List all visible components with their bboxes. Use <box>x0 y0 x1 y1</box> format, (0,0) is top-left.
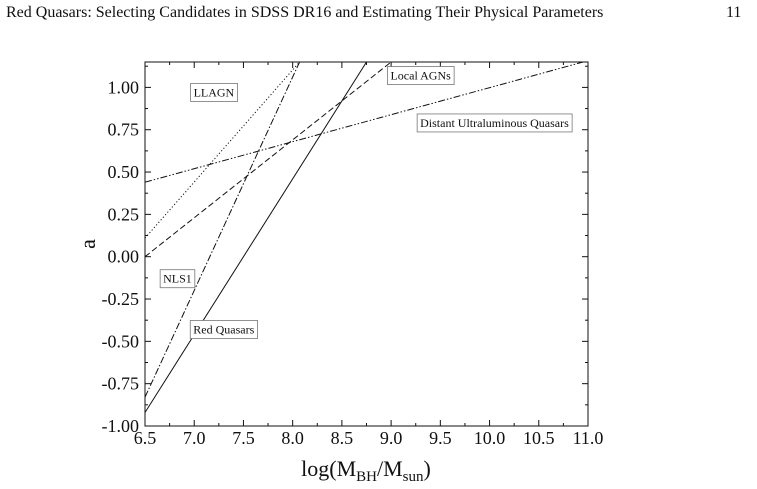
series-label-nls1: NLS1 <box>159 269 196 289</box>
series-lines <box>145 62 584 413</box>
axis-ticks: 6.5 7.0 7.5 8.0 8.5 9.0 9.5 10.0 10.5 11.0 1.00 0.7… <box>102 62 604 448</box>
x-tick-label: 11.0 <box>573 428 604 448</box>
label-text: Distant Ultraluminous Quasars <box>420 116 569 130</box>
x-tick-label: 9.0 <box>380 428 403 448</box>
series-line-local-agns <box>145 62 392 258</box>
series-line-red-quasars <box>145 62 367 413</box>
x-axis-label-mid: /M <box>377 456 403 481</box>
label-box <box>159 269 196 289</box>
label-text: NLS1 <box>163 272 192 286</box>
page-number: 11 <box>726 4 742 21</box>
label-text: LLAGN <box>194 85 235 99</box>
series-label-llagn: LLAGN <box>190 83 238 102</box>
y-tick-label: 0.00 <box>108 247 140 267</box>
x-tick-label: 8.5 <box>331 428 354 448</box>
y-tick-label: -0.50 <box>102 331 140 351</box>
x-tick-label: 9.5 <box>429 428 452 448</box>
series-line-distant-ultraluminous-quasars <box>145 62 584 183</box>
running-header-title: Red Quasars: Selecting Candidates in SDS… <box>6 4 604 21</box>
label-text: Red Quasars <box>193 322 254 336</box>
series-line-nls1 <box>145 62 301 398</box>
series-label-distant-ultraluminous-quasars: Distant Ultraluminous Quasars <box>416 113 573 133</box>
y-tick-label: 0.25 <box>108 204 140 224</box>
x-tick-label: 6.5 <box>134 428 157 448</box>
label-box <box>190 83 238 102</box>
label-box <box>387 66 455 85</box>
y-tick-label: 0.50 <box>108 162 140 182</box>
series-label-red-quasars: Red Quasars <box>189 320 258 339</box>
series-labels: Red Quasars NLS1 LLAGN Local AGNs Distant Ul… <box>159 66 573 339</box>
x-axis-label-sub-bh: BH <box>356 469 377 485</box>
x-tick-label: 8.0 <box>281 428 304 448</box>
x-axis-label-main: log(M <box>301 456 356 481</box>
x-tick-label: 10.0 <box>474 428 506 448</box>
y-tick-label: -1.00 <box>102 416 140 436</box>
x-tick-label: 10.5 <box>523 428 555 448</box>
x-axis-label-end: ) <box>424 456 431 481</box>
y-tick-label: 0.75 <box>108 120 140 140</box>
x-tick-label: 7.0 <box>183 428 206 448</box>
label-box <box>416 113 573 133</box>
series-label-local-agns: Local AGNs <box>387 66 455 85</box>
x-axis-label-sub-sun: sun <box>403 469 424 485</box>
x-tick-label: 7.5 <box>232 428 255 448</box>
y-axis-label: a <box>75 239 100 249</box>
label-text: Local AGNs <box>390 69 451 83</box>
y-tick-label: 1.00 <box>108 77 140 97</box>
y-tick-label: -0.25 <box>102 289 140 309</box>
label-box <box>189 320 258 339</box>
y-tick-label: -0.75 <box>102 374 140 394</box>
x-axis-label: log(MBH/Msun) <box>301 456 431 485</box>
